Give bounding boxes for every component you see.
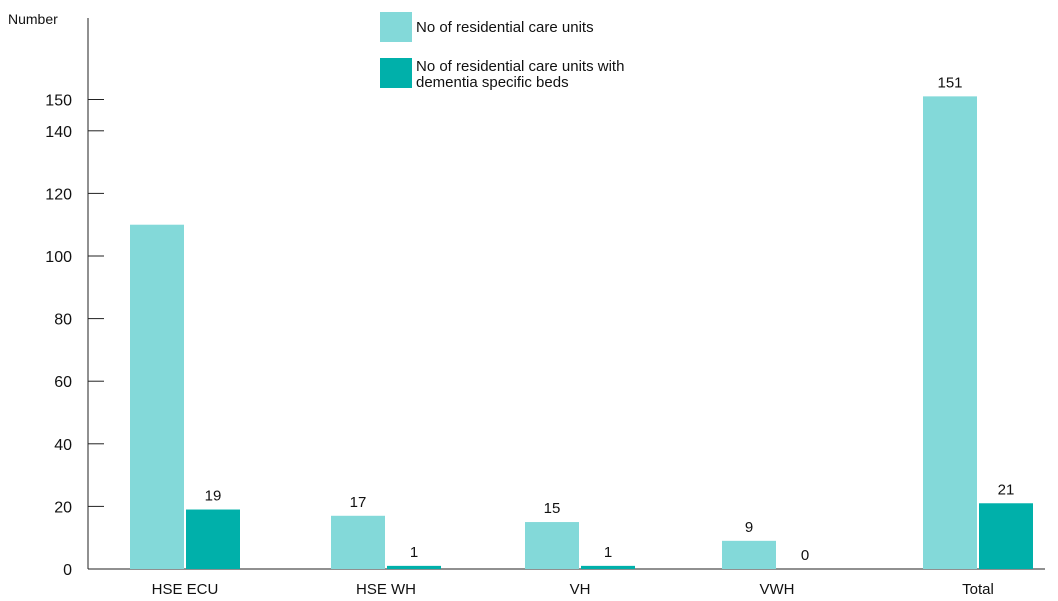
category-label: VWH (760, 581, 795, 598)
category-labels: HSE ECU HSE WH VH VWH Total (152, 581, 994, 598)
y-tick-label: 80 (54, 312, 72, 329)
bar-value-label: 151 (937, 74, 962, 91)
bar-value-label: 19 (205, 488, 222, 505)
y-tick-label: 120 (45, 186, 72, 203)
y-tick-label: 100 (45, 249, 72, 266)
y-ticks: 0 20 40 60 80 100 120 140 150 (45, 93, 104, 579)
bar-value-label: 15 (544, 500, 561, 517)
bar-dementia-units (387, 565, 441, 569)
legend-swatch-dementia (380, 58, 412, 88)
y-tick-label: 60 (54, 374, 72, 391)
axes (87, 18, 1045, 570)
bar-units (722, 540, 776, 569)
bar-value-label: 21 (998, 481, 1015, 498)
legend-label-units: No of residential care units (416, 19, 594, 36)
y-tick-label: 0 (63, 562, 72, 579)
category-label: Total (962, 581, 994, 598)
bar-dementia-units (979, 503, 1033, 569)
category-label: HSE WH (356, 581, 416, 598)
category-label: HSE ECU (152, 581, 219, 598)
y-tick-label: 150 (45, 93, 72, 110)
bar-units (130, 224, 184, 569)
bar-value-label: 1 (410, 544, 418, 561)
bar-value-label: 0 (801, 547, 809, 564)
y-tick-label: 20 (54, 499, 72, 516)
bar-value-label: 17 (350, 494, 367, 511)
y-tick-label: 140 (45, 124, 72, 141)
y-axis-title: Number (8, 11, 58, 27)
legend-swatch-units (380, 12, 412, 42)
y-tick-label: 40 (54, 437, 72, 454)
legend-label-dementia: No of residential care units with dementi… (416, 58, 624, 91)
category-label: VH (570, 581, 591, 598)
bar-value-label: 9 (745, 519, 753, 536)
bar-dementia-units (581, 565, 635, 569)
legend: No of residential care units No of reside… (380, 12, 624, 91)
bar-units (331, 515, 385, 569)
bar-units (923, 96, 977, 570)
bar-value-label: 1 (604, 544, 612, 561)
bar-units (525, 522, 579, 569)
bar-dementia-units (186, 509, 240, 569)
